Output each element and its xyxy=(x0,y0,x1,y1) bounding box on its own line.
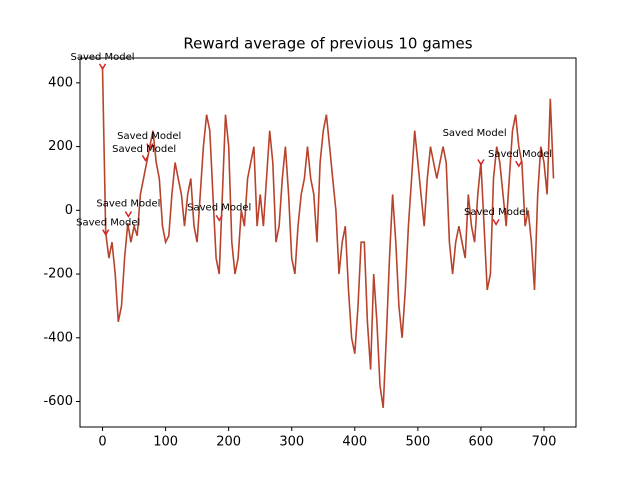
annotation: Saved Model xyxy=(187,202,251,213)
x-tick-label: 100 xyxy=(153,435,178,450)
x-tick-label: 200 xyxy=(216,435,241,450)
plot-frame xyxy=(79,57,577,428)
annotation: Saved Model xyxy=(464,207,528,218)
annotation-marker xyxy=(492,219,500,226)
y-tick-label: 200 xyxy=(48,139,73,154)
annotation-marker xyxy=(146,143,154,151)
annotation-marker xyxy=(515,160,523,168)
x-tick-label: 700 xyxy=(532,435,557,450)
annotation-marker xyxy=(124,211,133,218)
y-tick-label: -600 xyxy=(43,394,73,409)
y-tick-label: -400 xyxy=(43,330,73,345)
annotation: Saved Model xyxy=(96,198,160,209)
x-tick-label: 600 xyxy=(469,435,494,450)
x-tick-label: 300 xyxy=(279,435,304,450)
x-tick-label: 500 xyxy=(405,435,430,450)
line xyxy=(101,66,555,409)
annotation-marker xyxy=(477,159,485,166)
annotation-marker xyxy=(102,229,110,237)
chart-title: Reward average of previous 10 games xyxy=(183,35,472,53)
x-tick-label: 400 xyxy=(342,435,367,450)
annotation-marker xyxy=(215,214,223,222)
annotation: Saved Model xyxy=(488,149,552,160)
annotation-marker xyxy=(141,154,150,162)
annotation: Saved Model xyxy=(76,217,140,228)
y-tick-label: 0 xyxy=(65,203,73,218)
annotation-marker xyxy=(98,63,107,71)
y-tick-label: 400 xyxy=(48,75,73,90)
x-tick-label: 0 xyxy=(98,435,106,450)
annotation: Saved Model xyxy=(112,144,176,155)
y-tick-label: -200 xyxy=(43,267,73,282)
annotation: Saved Model xyxy=(117,131,181,142)
annotation: Saved Model xyxy=(443,128,507,139)
